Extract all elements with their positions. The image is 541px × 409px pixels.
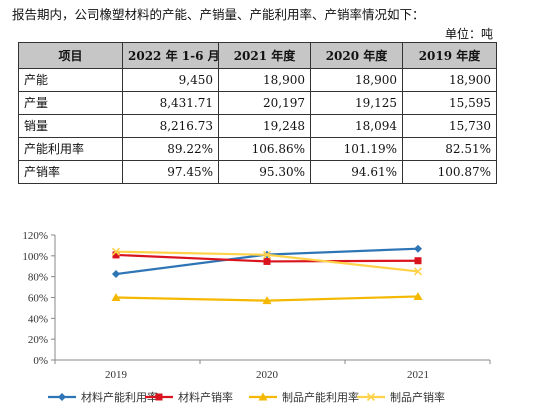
y-tick-label: 40% — [28, 313, 48, 325]
x-tick-label: 2019 — [105, 369, 128, 381]
legend-label: 制品产销率 — [390, 390, 445, 404]
table-cell: 15,730 — [402, 114, 497, 138]
table-cell: 18,900 — [310, 68, 403, 92]
table-row: 产量 8,431.71 20,197 19,125 15,595 — [18, 91, 497, 115]
unit-note: 单位：吨 — [444, 27, 493, 41]
y-tick-label: 20% — [28, 334, 48, 346]
table-header-row: 项目 2022 年 1-6 月 2021 年度 2020 年度 2019 年度 — [18, 42, 497, 69]
table-cell: 101.19% — [310, 137, 403, 161]
table-cell: 106.86% — [218, 137, 311, 161]
table-cell: 95.30% — [218, 160, 311, 184]
legend-marker — [155, 393, 163, 401]
column-header: 2020 年度 — [310, 42, 403, 69]
table-cell: 82.51% — [402, 137, 497, 161]
data-point — [111, 247, 121, 256]
y-tick-label: 60% — [28, 293, 48, 305]
data-point — [413, 267, 423, 276]
table-row: 产能利用率 89.22% 106.86% 101.19% 82.51% — [18, 137, 497, 161]
table-cell: 8,431.71 — [122, 91, 219, 115]
table-cell: 94.61% — [310, 160, 403, 184]
row-label: 产能利用率 — [18, 137, 123, 161]
data-point — [262, 296, 272, 305]
legend-label: 材料产销率 — [178, 390, 233, 404]
legend-marker — [58, 393, 66, 401]
x-tick-label: 2021 — [407, 369, 429, 381]
capacity-sales-table: 项目 2022 年 1-6 月 2021 年度 2020 年度 2019 年度 … — [18, 42, 497, 184]
table-cell: 18,094 — [310, 114, 403, 138]
column-header: 2022 年 1-6 月 — [122, 42, 219, 69]
legend-label: 材料产能利用率 — [81, 390, 158, 404]
table-cell: 15,595 — [402, 91, 497, 115]
legend-label: 制品产能利用率 — [282, 390, 359, 404]
table-row: 产销率 97.45% 95.30% 94.61% 100.87% — [18, 160, 497, 184]
data-point — [414, 257, 422, 265]
table-row: 产能 9,450 18,900 18,900 18,900 — [18, 68, 497, 92]
row-label: 产量 — [18, 91, 123, 115]
table-row: 销量 8,216.73 19,248 18,094 15,730 — [18, 114, 497, 138]
column-header: 2021 年度 — [218, 42, 311, 69]
data-point — [262, 250, 272, 259]
y-tick-label: 100% — [22, 251, 48, 263]
rate-line-chart: 0% 20% 40% 60% 80% 100% 120% 2019 2020 2021 材料产能利用… — [22, 230, 491, 404]
y-tick-label: 0% — [33, 355, 48, 367]
table-cell: 9,450 — [122, 68, 219, 92]
data-point — [112, 251, 120, 259]
data-point — [111, 293, 121, 301]
row-label: 产销率 — [18, 160, 123, 184]
column-header: 2019 年度 — [402, 42, 497, 69]
table-cell: 20,197 — [218, 91, 311, 115]
y-tick-label: 80% — [28, 272, 48, 284]
row-label: 产能 — [18, 68, 123, 92]
row-label: 销量 — [18, 114, 123, 138]
table-cell: 18,900 — [402, 68, 497, 92]
data-point — [263, 257, 271, 265]
intro-text: 报告期内，公司橡塑材料的产能、产销量、产能利用率、产销率情况如下： — [12, 7, 425, 22]
table-cell: 97.45% — [122, 160, 219, 184]
x-tick-label: 2020 — [256, 369, 279, 381]
table-cell: 100.87% — [402, 160, 497, 184]
column-header: 项目 — [18, 42, 123, 69]
data-point — [413, 291, 423, 300]
table-cell: 19,248 — [218, 114, 311, 138]
legend-marker — [366, 392, 376, 402]
data-point — [112, 270, 120, 279]
y-tick-label: 120% — [22, 230, 48, 242]
table-cell: 19,125 — [310, 91, 403, 115]
data-point — [414, 244, 422, 253]
legend-marker — [258, 392, 268, 401]
table-cell: 18,900 — [218, 68, 311, 92]
table-cell: 89.22% — [122, 137, 219, 161]
table-cell: 8,216.73 — [122, 114, 219, 138]
